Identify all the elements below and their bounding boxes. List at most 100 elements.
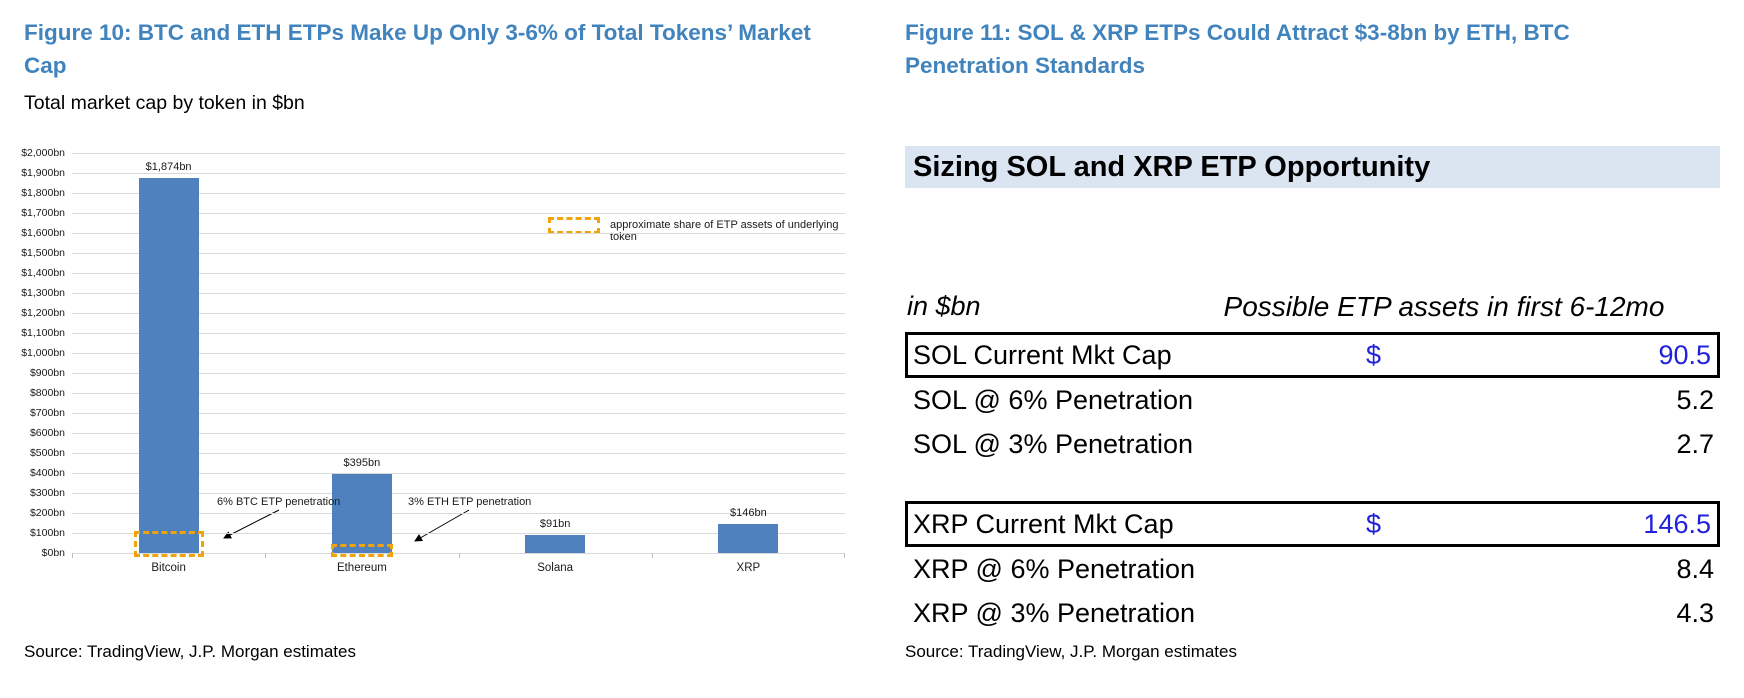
row-value: 4.3: [1676, 598, 1714, 628]
table-row: SOL @ 6% Penetration 5.2: [905, 378, 1720, 422]
y-tick-label: $1,300bn: [21, 286, 65, 299]
row-label: XRP Current Mkt Cap: [913, 509, 1174, 539]
x-axis-tick: [265, 553, 267, 558]
x-axis-label-bitcoin: Bitcoin: [151, 562, 186, 574]
etp-penetration-box-bitcoin: [133, 530, 204, 557]
y-tick-label: $100bn: [29, 526, 65, 539]
bar-xrp: [718, 523, 779, 553]
y-tick-label: $1,700bn: [21, 206, 65, 219]
gridline: [72, 413, 845, 414]
table-title: Sizing SOL and XRP ETP Opportunity: [905, 146, 1720, 188]
gridline: [72, 213, 845, 214]
x-axis-label-ethereum: Ethereum: [336, 562, 387, 574]
y-tick-label: $1,400bn: [21, 266, 65, 279]
gridline: [72, 233, 845, 234]
row-label: XRP @ 6% Penetration: [913, 554, 1196, 584]
gridline: [72, 273, 845, 274]
y-tick-label: $1,800bn: [21, 186, 65, 199]
row-value: 90.5: [1658, 340, 1711, 370]
y-tick-label: $2,000bn: [21, 146, 65, 159]
table-group: XRP Current Mkt Cap $146.5 XRP @ 6% Penetr…: [905, 501, 1720, 635]
y-tick-label: $300bn: [29, 486, 65, 499]
x-axis-tick: [458, 553, 460, 558]
y-tick-label: $200bn: [29, 506, 65, 519]
row-value: 5.2: [1676, 385, 1714, 415]
table-row: SOL @ 3% Penetration 2.7: [905, 422, 1720, 466]
y-tick-label: $800bn: [29, 386, 65, 399]
figure-11-title: Figure 11: SOL & XRP ETPs Could Attract …: [905, 20, 1570, 79]
figure-11-panel: Figure 11: SOL & XRP ETPs Could Attract …: [905, 0, 1720, 698]
figure-10-subtitle: Total market cap by token in $bn: [24, 92, 305, 114]
y-axis: $0bn $100bn $200bn $300bn $400bn $500bn $600bn…: [0, 128, 65, 603]
etp-penetration-box-ethereum: [330, 544, 393, 557]
table-row: XRP @ 3% Penetration 4.3: [905, 591, 1720, 635]
gridline: [72, 253, 845, 254]
market-cap-bar-chart: $0bn $100bn $200bn $300bn $400bn $500bn $600bn…: [0, 128, 862, 603]
y-tick-label: $1,900bn: [21, 166, 65, 179]
gridline: [72, 193, 845, 194]
y-tick-label: $900bn: [29, 366, 65, 379]
value-column-header: Possible ETP assets in first 6-12mo: [1223, 290, 1665, 322]
gridline: [72, 433, 845, 434]
table-row: XRP Current Mkt Cap $146.5: [905, 501, 1720, 547]
gridline: [72, 493, 845, 494]
table-row: XRP @ 6% Penetration 8.4: [905, 547, 1720, 591]
x-axis-tick: [844, 553, 845, 558]
gridline: [72, 293, 845, 294]
y-tick-label: $700bn: [29, 406, 65, 419]
bar-value-label: $91bn: [539, 517, 571, 530]
x-axis-label-xrp: XRP: [736, 562, 761, 574]
annotation-label: 6% BTC ETP penetration: [217, 496, 341, 508]
y-tick-label: $400bn: [29, 466, 65, 479]
unit-label: in $bn: [907, 291, 981, 321]
y-tick-label: $0bn: [41, 546, 65, 559]
table-row: SOL Current Mkt Cap $90.5: [905, 332, 1720, 378]
legend-swatch-dashed-box: [548, 217, 600, 234]
row-value: 2.7: [1676, 429, 1714, 459]
y-tick-label: $1,000bn: [21, 346, 65, 359]
table-group: SOL Current Mkt Cap $90.5 SOL @ 6% Penetra…: [905, 332, 1720, 466]
x-axis-tick: [651, 553, 653, 558]
figure-11-source: Source: TradingView, J.P. Morgan estimat…: [905, 642, 1237, 661]
gridline: [72, 473, 845, 474]
bar-bitcoin: [138, 178, 199, 553]
row-label: SOL @ 3% Penetration: [913, 429, 1194, 459]
x-axis-tick: [72, 553, 73, 558]
row-value: 146.5: [1643, 509, 1711, 539]
bar-value-label: $146bn: [730, 506, 767, 519]
row-label: SOL Current Mkt Cap: [913, 340, 1172, 370]
legend-label: approximate share of ETP assets of under…: [610, 219, 839, 243]
gridline: [72, 393, 845, 394]
y-tick-label: $500bn: [29, 446, 65, 459]
row-value: 8.4: [1676, 554, 1714, 584]
bar-solana: [525, 534, 586, 553]
bar-value-label: $395bn: [343, 457, 381, 469]
figure-10-panel: Figure 10: BTC and ETH ETPs Make Up Only…: [0, 20, 862, 661]
bar-value-label: $1,874bn: [145, 161, 192, 174]
gridline: [72, 513, 845, 514]
currency-symbol: $: [1366, 340, 1382, 370]
gridline: [72, 313, 845, 314]
table-rows: SOL Current Mkt Cap $90.5 SOL @ 6% Penetra…: [905, 332, 1720, 635]
plot-area: approximate share of ETP assets of under…: [72, 153, 845, 574]
x-axis-label-solana: Solana: [537, 562, 574, 574]
row-label: SOL @ 6% Penetration: [913, 385, 1194, 415]
gridline: [72, 373, 845, 374]
y-tick-label: $1,100bn: [21, 326, 65, 339]
annotation-label: 3% ETH ETP penetration: [408, 496, 532, 508]
gridline: [72, 153, 845, 154]
gridline: [72, 453, 845, 454]
y-tick-label: $1,600bn: [21, 226, 65, 239]
gridline: [72, 333, 845, 334]
currency-symbol: $: [1366, 509, 1382, 539]
gridline: [72, 533, 845, 534]
gridline: [72, 353, 845, 354]
figure-10-source: Source: TradingView, J.P. Morgan estimat…: [24, 642, 356, 661]
gridline: [72, 173, 845, 174]
y-tick-label: $1,500bn: [21, 246, 65, 259]
figure-10-title: Figure 10: BTC and ETH ETPs Make Up Only…: [24, 20, 811, 79]
bar-ethereum: [331, 474, 392, 553]
table-headers: in $bn Possible ETP assets in first 6-12…: [905, 192, 1720, 326]
y-tick-label: $600bn: [29, 426, 65, 439]
sizing-table: Sizing SOL and XRP ETP Opportunity in $b…: [905, 146, 1720, 636]
